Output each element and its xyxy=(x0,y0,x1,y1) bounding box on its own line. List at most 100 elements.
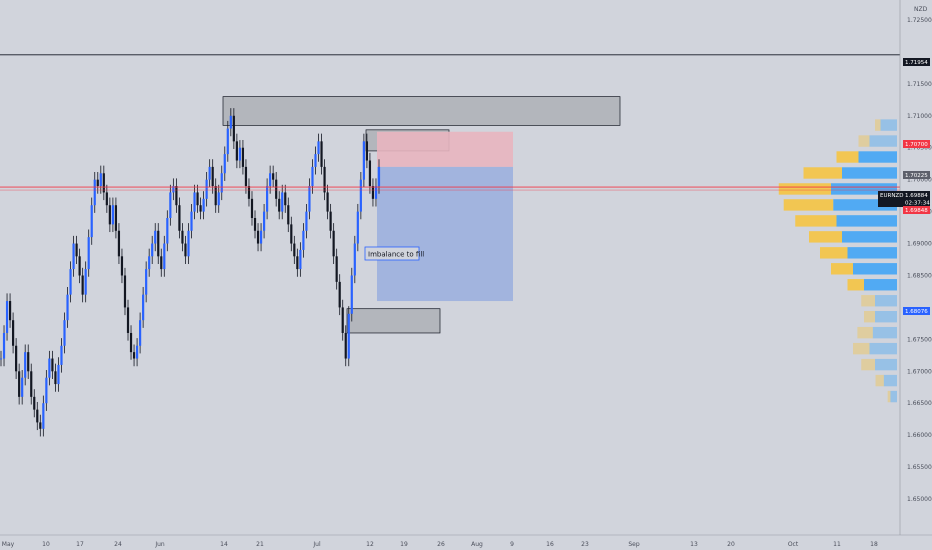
price-tick-label: 1.68500 xyxy=(907,272,932,279)
candle-body xyxy=(247,186,251,199)
time-scale[interactable]: May 10 17 24 Jun 14 21 Jul 12 19 26 Aug 9 16 23 Sep 13 20… xyxy=(2,541,878,548)
tag-red-bottom xyxy=(903,206,930,214)
annotation-label: Imbalance to fill xyxy=(368,251,424,259)
volume-bar-down xyxy=(880,119,897,131)
tag-blue-text: 1.68076 xyxy=(905,309,928,315)
price-tick-label: 1.70000 xyxy=(907,177,932,184)
volume-bar-down xyxy=(833,199,897,211)
candle-body xyxy=(72,243,75,270)
volume-bar-up xyxy=(864,311,875,323)
volume-bar-down xyxy=(847,247,897,259)
horizontal-lines[interactable] xyxy=(0,54,900,191)
candle-body xyxy=(281,192,284,212)
time-tick-label: Oct xyxy=(788,541,799,548)
candle-body xyxy=(226,128,229,155)
candle-body xyxy=(139,320,142,346)
candle-body xyxy=(163,243,166,270)
tag-gray-text: 1.70225 xyxy=(905,173,928,179)
volume-bar-down xyxy=(842,231,897,243)
candle-body xyxy=(84,269,87,295)
candle-body xyxy=(317,141,320,155)
candle-body xyxy=(114,205,118,231)
volume-bar-down xyxy=(883,374,897,387)
candle-body xyxy=(296,256,299,270)
current-price-text: 1.69884 xyxy=(905,193,928,199)
volume-bar-down xyxy=(864,279,897,291)
tag-red-top xyxy=(903,140,930,148)
volume-bar-down xyxy=(872,326,897,339)
candle-body xyxy=(42,403,45,429)
candle-body xyxy=(126,307,130,333)
price-zone xyxy=(346,308,441,334)
take-profit-zone xyxy=(377,166,513,302)
candle-body xyxy=(211,166,214,187)
volume-bar-up xyxy=(887,390,891,403)
short-position-tool[interactable] xyxy=(377,131,513,302)
candle-body xyxy=(145,269,148,295)
candle-body xyxy=(368,160,372,187)
candle-body xyxy=(111,205,114,225)
candle-body xyxy=(90,205,93,238)
candle-body xyxy=(311,166,314,187)
candle-body xyxy=(175,186,178,206)
volume-bar-up xyxy=(831,263,853,275)
candle-body xyxy=(202,198,205,212)
candle-body xyxy=(326,192,329,212)
time-tick-label: 13 xyxy=(690,541,698,548)
time-tick-label: 23 xyxy=(581,541,589,548)
symbol-name: EURNZD xyxy=(880,193,903,199)
candle-body xyxy=(96,179,99,187)
candle-body xyxy=(66,294,69,321)
candle-body xyxy=(169,192,172,218)
imbalance-annotation[interactable]: Imbalance to fill xyxy=(364,246,424,261)
price-tick-label: 1.66500 xyxy=(907,400,932,407)
candle-body xyxy=(157,230,160,257)
candle-body xyxy=(21,377,24,397)
volume-bar-down xyxy=(869,342,897,355)
candle-body xyxy=(135,345,139,359)
volume-bar-down xyxy=(875,311,897,323)
time-tick-label: Aug xyxy=(471,541,483,548)
currency-label: NZD xyxy=(914,6,928,13)
tag-blue xyxy=(903,307,930,315)
time-tick-label: 24 xyxy=(114,541,122,548)
candle-body xyxy=(362,141,365,180)
candle-body xyxy=(11,320,15,346)
candle-body xyxy=(314,154,317,167)
price-tick-label: 1.70500 xyxy=(907,145,932,152)
candle-body xyxy=(15,345,18,372)
candle-body xyxy=(81,275,84,295)
volume-bar-down xyxy=(858,151,897,163)
volume-bar-up xyxy=(847,279,864,291)
candle-body xyxy=(18,371,21,397)
candle-body xyxy=(344,332,347,359)
candle-body xyxy=(347,313,350,359)
candle-body xyxy=(142,294,145,321)
price-tick-label: 1.65500 xyxy=(907,464,932,471)
candle-body xyxy=(33,396,36,410)
candle-body xyxy=(30,371,33,397)
price-tick-label: 1.72500 xyxy=(907,17,932,24)
volume-bar-up xyxy=(795,215,837,227)
candle-body xyxy=(193,192,196,212)
candle-body xyxy=(39,422,42,429)
candle-body xyxy=(356,211,359,244)
price-zone xyxy=(222,96,621,126)
candle-body xyxy=(229,115,232,129)
candle-body xyxy=(187,230,190,257)
candle-body xyxy=(250,198,254,218)
candle-body xyxy=(353,243,356,276)
time-tick-label: 26 xyxy=(437,541,445,548)
volume-bar-up xyxy=(783,199,834,211)
volume-bar-down xyxy=(869,135,897,147)
candle-body xyxy=(160,256,163,270)
price-tags: 1.71954 1.70700 1.70225 EURNZD 1.69884 0… xyxy=(878,58,930,315)
time-tick-label: 12 xyxy=(366,541,374,548)
volume-bar-up xyxy=(875,374,884,387)
candle-body xyxy=(54,371,57,385)
time-tick-label: 19 xyxy=(400,541,408,548)
candle-body xyxy=(371,186,375,199)
volume-bar-down xyxy=(836,215,897,227)
candle-body xyxy=(259,230,263,244)
